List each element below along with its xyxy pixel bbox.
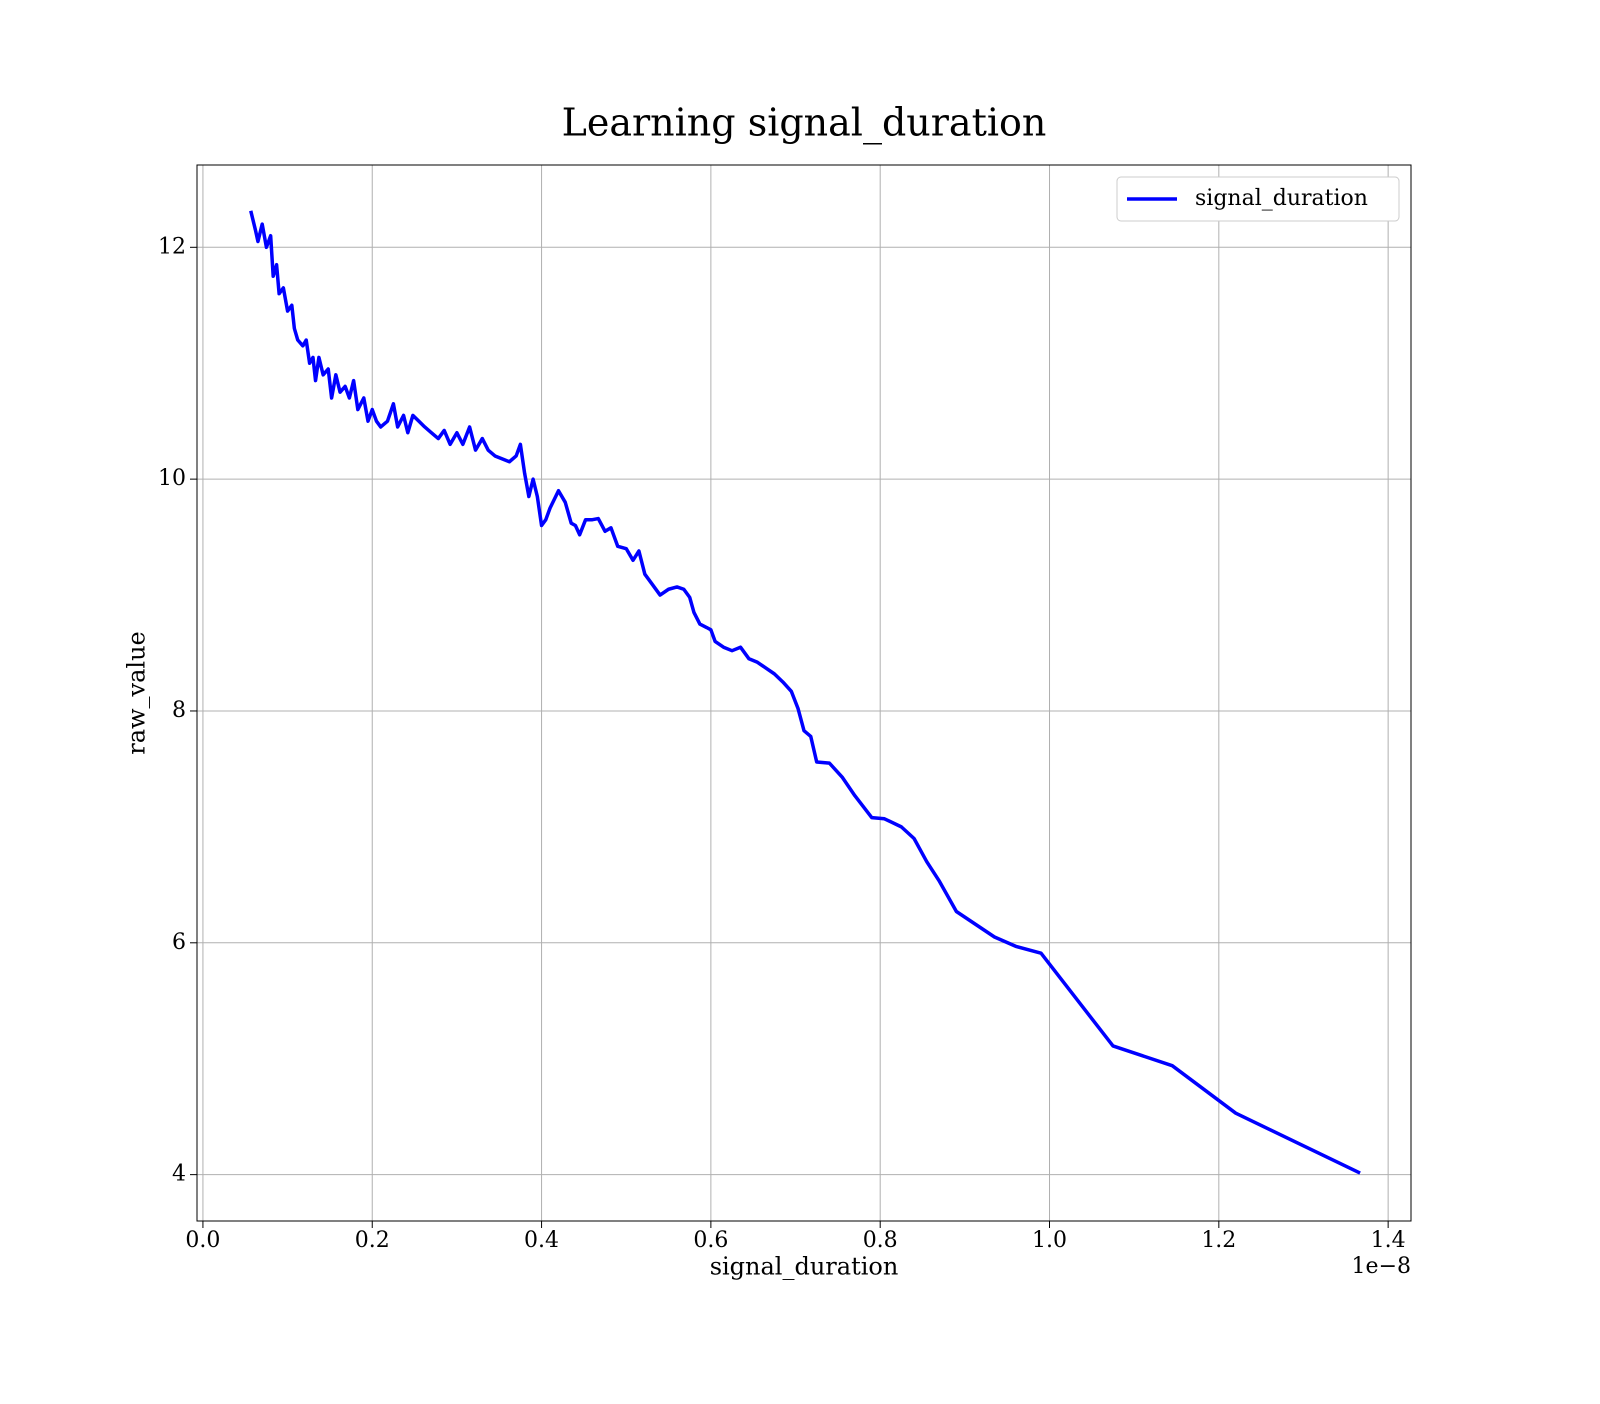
y-tick-label: 8 <box>172 698 186 723</box>
x-tick-label: 1.0 <box>1032 1228 1067 1253</box>
x-axis-label: signal_duration <box>710 1253 899 1281</box>
y-tick-label: 6 <box>172 930 186 955</box>
x-tick-label: 0.8 <box>863 1228 898 1253</box>
x-offset-label: 1e−8 <box>1352 1254 1411 1279</box>
data-line <box>249 210 1361 1175</box>
y-axis-label: raw_value <box>123 631 151 755</box>
y-tick-label: 4 <box>172 1162 186 1187</box>
x-tick-label: 0.4 <box>524 1228 559 1253</box>
y-tick-label: 12 <box>158 234 186 259</box>
x-tick-label: 1.2 <box>1201 1228 1236 1253</box>
axes-frame <box>196 164 1412 1222</box>
x-tick-label: 0.6 <box>693 1228 728 1253</box>
y-tick-label: 10 <box>158 466 186 491</box>
legend-label: signal_duration <box>1195 186 1368 211</box>
legend-box <box>1116 176 1400 222</box>
chart-title: Learning signal_duration <box>562 101 1047 146</box>
x-tick-label: 0.0 <box>185 1228 220 1253</box>
x-tick-label: 0.2 <box>355 1228 390 1253</box>
x-tick-label: 1.4 <box>1371 1228 1406 1253</box>
